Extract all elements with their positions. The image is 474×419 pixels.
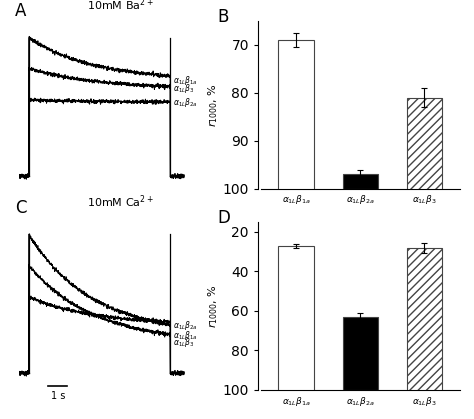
Bar xyxy=(407,248,442,390)
Text: $\alpha_{1L}\beta_3$: $\alpha_{1L}\beta_3$ xyxy=(173,82,195,95)
Bar xyxy=(343,317,378,390)
Bar xyxy=(343,174,378,189)
Text: 10mM Ca$^{2+}$: 10mM Ca$^{2+}$ xyxy=(87,194,155,210)
Text: $\alpha_{1L}\beta_{2a}$: $\alpha_{1L}\beta_{2a}$ xyxy=(173,96,198,109)
Y-axis label: $r_{1000}$, %: $r_{1000}$, % xyxy=(206,284,220,328)
Text: 1 s: 1 s xyxy=(51,391,65,401)
Text: A: A xyxy=(15,3,26,21)
Text: 10mM Ba$^{2+}$: 10mM Ba$^{2+}$ xyxy=(88,0,154,13)
Text: $\alpha_{1L}\beta_{1a}$: $\alpha_{1L}\beta_{1a}$ xyxy=(173,74,198,87)
Text: D: D xyxy=(217,209,230,227)
Bar xyxy=(278,40,314,189)
Bar xyxy=(407,98,442,189)
Bar xyxy=(278,246,314,390)
Text: $\alpha_{1L}\beta_3$: $\alpha_{1L}\beta_3$ xyxy=(173,336,195,349)
Text: B: B xyxy=(217,8,228,26)
Text: $\alpha_{1L}\beta_{2a}$: $\alpha_{1L}\beta_{2a}$ xyxy=(173,318,198,331)
Y-axis label: $r_{1000}$, %: $r_{1000}$, % xyxy=(206,83,220,127)
Text: $\alpha_{1L}\beta_{1a}$: $\alpha_{1L}\beta_{1a}$ xyxy=(173,329,198,342)
Text: C: C xyxy=(15,199,27,217)
